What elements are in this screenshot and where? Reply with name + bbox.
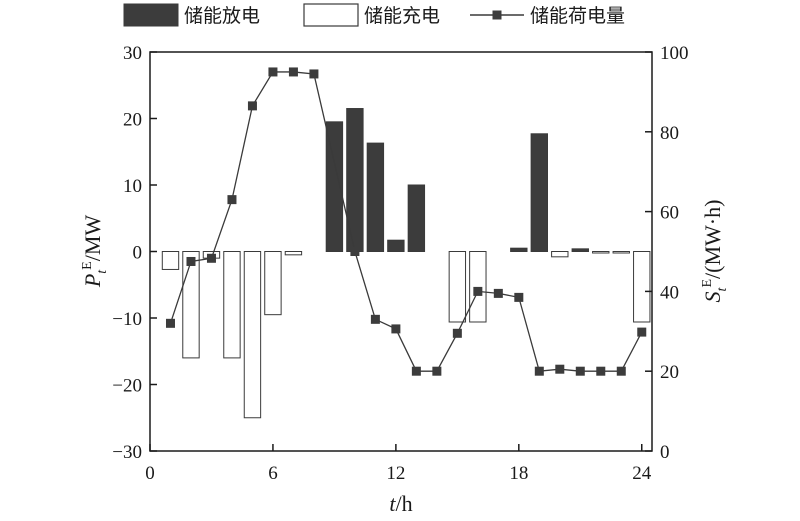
y-left-tick-label: 20: [123, 110, 142, 131]
x-tick-label: 6: [268, 463, 278, 484]
bar-hour-19: [530, 133, 548, 252]
y-left-tick-label: −30: [112, 442, 142, 463]
soc-marker-hour-11: [370, 314, 380, 324]
soc-marker-hour-2: [186, 256, 196, 266]
bar-hour-10: [346, 108, 364, 252]
x-tick-label: 24: [632, 463, 652, 484]
legend-label-discharge: 储能放电: [184, 5, 260, 27]
legend-swatch-soc-marker: [492, 10, 502, 20]
soc-marker-hour-22: [596, 366, 606, 376]
bar-hour-9: [325, 121, 344, 252]
soc-marker-hour-10: [350, 247, 360, 256]
soc-marker-hour-12: [391, 324, 401, 334]
legend-label-soc: 储能荷电量: [530, 5, 625, 27]
bar-hour-16: [469, 251, 487, 323]
legend-label-charge: 储能充电: [364, 5, 440, 27]
y-right-tick-label: 0: [660, 442, 670, 463]
y-right-tick-label: 60: [660, 203, 679, 224]
soc-marker-hour-3: [206, 253, 216, 263]
bar-hour-23: [612, 251, 630, 254]
bar-hour-13: [407, 184, 426, 252]
bar-hour-7: [284, 251, 303, 256]
bar-hour-24: [633, 251, 651, 323]
y-right-tick-label: 40: [660, 282, 679, 303]
soc-marker-hour-5: [247, 101, 257, 111]
soc-marker-hour-21: [575, 366, 585, 376]
soc-marker-hour-8: [309, 69, 319, 79]
soc-marker-hour-20: [555, 364, 565, 374]
soc-marker-hour-17: [493, 288, 503, 298]
x-tick-label: 12: [386, 463, 405, 484]
soc-marker-hour-13: [411, 366, 421, 376]
bar-hour-6: [264, 251, 282, 316]
bar-hour-20: [551, 251, 569, 258]
y-left-tick-label: 0: [133, 243, 143, 264]
soc-marker-hour-6: [268, 67, 278, 77]
legend-swatch-charge: [303, 3, 359, 27]
bar-hour-5: [243, 251, 262, 419]
soc-marker-hour-18: [514, 292, 524, 302]
soc-marker-hour-7: [288, 67, 298, 77]
x-tick-label: 18: [509, 463, 528, 484]
bar-hour-2: [182, 251, 200, 359]
bar-hour-1: [161, 251, 180, 270]
y-left-tick-label: 10: [123, 176, 142, 197]
soc-marker-hour-1: [165, 318, 175, 328]
soc-line: [169, 71, 643, 372]
y-right-tick-label: 100: [660, 43, 689, 64]
x-axis-label: t/h: [389, 491, 412, 516]
right-axis-label: StE/(MW·h): [700, 200, 730, 303]
y-left-tick-label: −10: [112, 309, 142, 330]
soc-marker-hour-15: [452, 328, 462, 338]
legend: 储能放电 储能充电 储能荷电量: [123, 3, 625, 27]
y-right-tick-label: 20: [660, 362, 679, 383]
bar-hour-18: [510, 247, 528, 252]
left-axis-label: PtE/MW: [80, 215, 110, 289]
bars-group: [161, 108, 651, 419]
bar-hour-21: [571, 248, 589, 252]
bar-hour-15: [448, 251, 467, 323]
bar-hour-11: [366, 142, 385, 252]
x-tick-label: 0: [145, 463, 155, 484]
y-left-tick-label: −20: [112, 376, 142, 397]
soc-marker-hour-4: [227, 195, 237, 205]
y-left-tick-label: 30: [123, 43, 142, 64]
soc-marker-hour-23: [616, 366, 626, 376]
bar-hour-12: [387, 239, 405, 253]
y-right-tick-label: 80: [660, 123, 679, 144]
soc-series: [165, 67, 647, 376]
soc-marker-hour-19: [534, 366, 544, 376]
bar-hour-4: [223, 251, 241, 359]
soc-marker-hour-16: [473, 286, 483, 296]
soc-marker-hour-24: [637, 327, 647, 337]
bar-hour-22: [592, 251, 610, 254]
ticks-group: 0 6 12 18 24 −30 −20 −10 0 10 20 30 0 20 40 60 80 100: [112, 43, 688, 484]
soc-marker-hour-14: [432, 366, 442, 376]
legend-swatch-discharge: [123, 3, 179, 27]
